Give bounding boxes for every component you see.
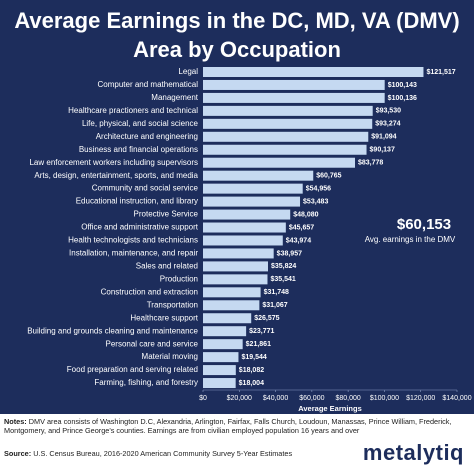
bar — [203, 183, 303, 194]
bar — [203, 274, 268, 285]
y-tick-label: Healthcare support — [130, 313, 198, 322]
x-tick-label: $40,000 — [263, 395, 288, 402]
x-tick-label: $20,000 — [227, 395, 252, 402]
x-tick-label: $0 — [199, 395, 207, 402]
y-tick-label: Legal — [178, 67, 198, 76]
value-label: $38,957 — [277, 250, 302, 257]
value-label: $60,765 — [316, 173, 341, 180]
y-tick-label: Healthcare practioners and technical — [68, 106, 198, 115]
y-tick-label: Arts, design, entertainment, sports, and… — [34, 171, 198, 180]
value-label: $18,004 — [239, 380, 264, 387]
y-tick-label: Material moving — [142, 352, 198, 361]
bar — [203, 287, 261, 298]
y-tick-label: Educational instruction, and library — [76, 197, 198, 206]
value-label: $43,974 — [286, 237, 311, 244]
value-label: $54,956 — [306, 185, 331, 192]
bar — [203, 144, 367, 155]
value-label: $91,094 — [371, 134, 396, 141]
x-tick-label: $60,000 — [299, 395, 324, 402]
bar — [203, 92, 385, 103]
notes: Notes: DMV area consists of Washington D… — [4, 417, 470, 435]
chart: $0 $20,000 $40,000 $60,000 $80,000 $100,000 $1… — [27, 67, 472, 413]
bar — [203, 67, 424, 77]
value-label: $121,517 — [426, 69, 455, 76]
bar — [203, 352, 239, 363]
y-tick-label: Personal care and service — [106, 339, 199, 348]
notes-text: DMV area consists of Washington D.C, Ale… — [4, 417, 452, 435]
y-tick-label: Sales and related — [136, 262, 198, 271]
y-tick-label: Management — [151, 93, 198, 102]
annotation-value: $60,153 — [397, 216, 451, 233]
value-label: $100,136 — [388, 95, 417, 102]
x-tick-label: $120,000 — [406, 395, 435, 402]
value-label: $23,771 — [249, 328, 274, 335]
source: Source: U.S. Census Bureau, 2016-2020 Am… — [4, 449, 334, 458]
y-tick-label: Business and financial operations — [79, 145, 198, 154]
value-label: $21,861 — [246, 341, 271, 348]
x-tick-label: $80,000 — [335, 395, 360, 402]
bar — [203, 222, 286, 233]
brand-logo: metalytiq — [362, 440, 464, 465]
y-tick-label: Architecture and engineering — [96, 132, 198, 141]
y-tick-label: Computer and mathematical — [98, 80, 199, 89]
value-label: $45,657 — [289, 224, 314, 231]
bar — [203, 300, 260, 311]
value-label: $31,067 — [262, 302, 287, 309]
y-tick-label: Production — [160, 274, 198, 283]
y-tick-label: Food preparation and serving related — [67, 365, 198, 374]
bar — [203, 118, 373, 129]
y-tick-label: Building and grounds cleaning and mainte… — [27, 326, 198, 335]
annotation-text: Avg. earnings in the DMV — [365, 235, 456, 244]
y-tick-label: Community and social service — [92, 184, 199, 193]
y-tick-label: Life, physical, and social science — [82, 119, 199, 128]
source-text: U.S. Census Bureau, 2016-2020 American C… — [33, 449, 293, 458]
y-tick-label: Health technologists and technicians — [68, 236, 198, 245]
value-label: $35,541 — [270, 276, 295, 283]
value-label: $90,137 — [370, 147, 395, 154]
value-label: $18,082 — [239, 367, 264, 374]
x-tick-label: $140,000 — [442, 395, 471, 402]
value-label: $48,080 — [293, 211, 318, 218]
y-tick-label: Office and administrative support — [81, 223, 199, 232]
y-tick-label: Protective Service — [134, 210, 199, 219]
chart-title: Average Earnings in the DC, MD, VA (DMV)… — [14, 8, 460, 62]
bar — [203, 313, 252, 324]
value-label: $53,483 — [303, 198, 328, 205]
bar — [203, 378, 236, 389]
value-label: $19,544 — [241, 354, 266, 361]
bar — [203, 170, 314, 181]
x-tick-label: $100,000 — [370, 395, 399, 402]
bar — [203, 261, 268, 272]
y-tick-label: Transportation — [147, 300, 198, 309]
bar — [203, 196, 301, 207]
bar — [203, 365, 236, 376]
bar — [203, 339, 243, 350]
bar — [203, 326, 247, 337]
value-label: $93,530 — [376, 108, 401, 115]
y-tick-label: Construction and extraction — [101, 287, 198, 296]
bar — [203, 209, 291, 220]
bar — [203, 235, 283, 246]
y-tick-label: Installation, maintenance, and repair — [69, 249, 198, 258]
source-label: Source: — [4, 449, 32, 458]
x-axis-label: Average Earnings — [298, 404, 362, 413]
bar — [203, 157, 355, 168]
value-label: $93,274 — [375, 121, 400, 128]
bar — [203, 248, 274, 259]
bar — [203, 79, 385, 90]
value-label: $26,575 — [254, 315, 279, 322]
notes-label: Notes: — [4, 417, 27, 426]
y-tick-label: Farming, fishing, and forestry — [94, 378, 198, 387]
value-label: $31,748 — [264, 289, 289, 296]
value-label: $35,824 — [271, 263, 296, 270]
value-label: $100,143 — [388, 82, 417, 89]
bar — [203, 105, 373, 116]
value-label: $83,778 — [358, 160, 383, 167]
y-tick-label: Law enforcement workers including superv… — [29, 158, 198, 167]
bar — [203, 131, 369, 142]
